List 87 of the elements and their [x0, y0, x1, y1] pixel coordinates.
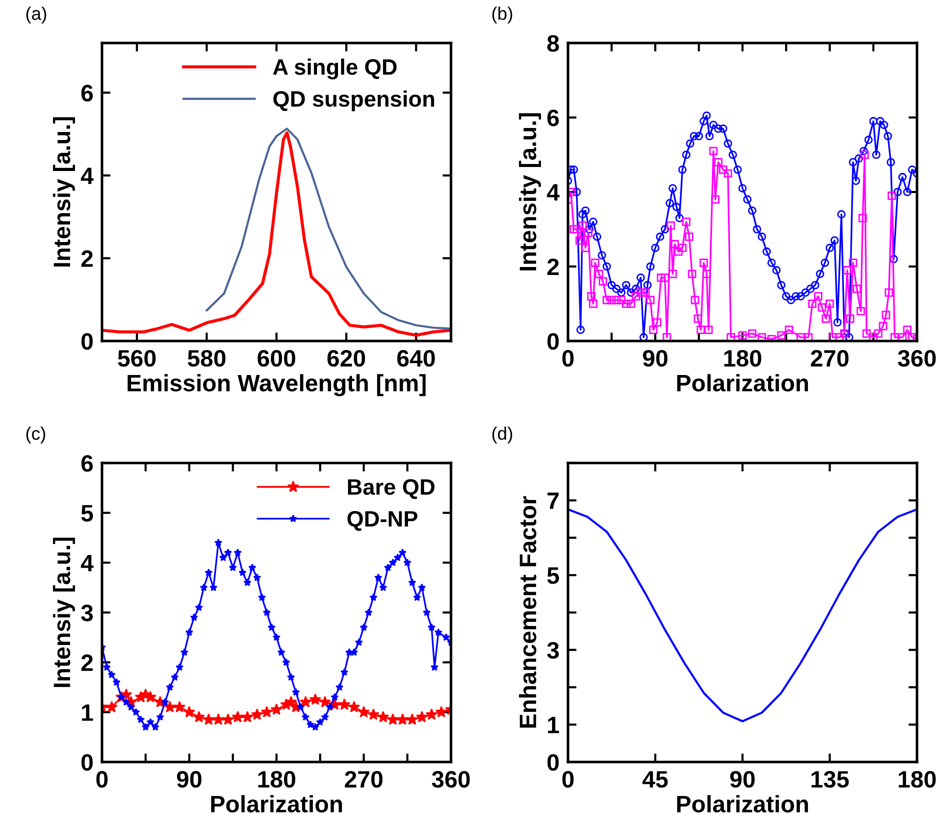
x-tick-label: 180 — [258, 770, 296, 788]
chart-title: (a) — [26, 6, 46, 24]
legend-label: Bare QD — [348, 479, 435, 500]
y-tick-label: 5 — [547, 567, 560, 584]
point — [309, 693, 322, 705]
y-tick-label: 8 — [547, 35, 559, 52]
legend-label: A single QD — [273, 58, 397, 80]
point — [367, 708, 380, 720]
x-tick-label: 180 — [724, 350, 762, 367]
x-tick-label: 640 — [397, 350, 435, 367]
x-tick-label: 580 — [188, 350, 226, 367]
point — [222, 713, 234, 725]
y-tick-label: 0 — [547, 333, 559, 350]
x-tick-label: 560 — [118, 350, 156, 367]
point — [192, 710, 205, 722]
point — [251, 708, 264, 720]
y-axis-title: Intensiy [a.u.] — [52, 538, 75, 688]
x-tick-label: 135 — [812, 770, 849, 788]
chart-title: (c) — [26, 426, 46, 444]
x-tick-label: 180 — [898, 770, 936, 788]
chart-title: (b) — [492, 6, 512, 24]
y-tick-label: 0 — [81, 333, 93, 350]
point — [377, 710, 390, 722]
point — [174, 700, 186, 712]
point — [406, 713, 418, 725]
line-series — [206, 128, 451, 330]
x-tick-label: 45 — [642, 771, 668, 788]
y-tick-label: 7 — [548, 492, 559, 509]
legend-label: QD suspension — [273, 90, 434, 112]
line-series — [568, 508, 917, 722]
y-tick-label: 5 — [81, 505, 94, 522]
y-axis-title: Intensity [a.u.] — [518, 113, 541, 270]
y-tick-label: 1 — [82, 704, 94, 721]
point — [241, 710, 254, 722]
point — [435, 706, 448, 718]
y-axis-title: Enhancement Factor — [518, 496, 536, 728]
line-series — [102, 131, 451, 337]
x-axis-title: Polarization — [677, 795, 808, 812]
x-tick-label: 90 — [730, 770, 755, 788]
point — [386, 713, 399, 725]
point — [260, 706, 273, 718]
y-tick-label: 2 — [547, 258, 559, 276]
point — [164, 700, 176, 712]
x-tick-label: 270 — [344, 770, 382, 788]
point — [358, 706, 370, 718]
legend-label: QD-NP — [347, 510, 418, 531]
point — [426, 708, 438, 720]
x-tick-label: 600 — [258, 350, 296, 367]
x-tick-label: 360 — [898, 350, 936, 367]
x-axis-title: Polarization — [211, 795, 342, 812]
x-axis-title: Emission Wavelength [nm] — [128, 374, 426, 396]
y-tick-label: 6 — [547, 110, 559, 126]
y-tick-label: 2 — [81, 654, 93, 671]
y-tick-label: 4 — [546, 184, 560, 201]
y-tick-label: 6 — [81, 455, 93, 472]
y-tick-label: 6 — [81, 84, 93, 102]
x-axis-title: Polarization — [677, 374, 808, 392]
y-tick-label: 0 — [547, 754, 559, 771]
point — [416, 710, 428, 722]
point — [202, 713, 215, 725]
point — [212, 713, 224, 725]
point — [338, 698, 350, 710]
y-tick-label: 2 — [81, 250, 93, 267]
x-tick-label: 0 — [96, 770, 108, 788]
x-tick-label: 90 — [176, 770, 202, 788]
y-tick-label: 4 — [80, 168, 94, 184]
x-tick-label: 0 — [562, 770, 574, 788]
x-tick-label: 0 — [562, 350, 574, 367]
point — [270, 703, 282, 715]
point — [348, 700, 360, 712]
y-tick-label: 3 — [81, 604, 93, 622]
point — [300, 696, 312, 708]
x-tick-label: 90 — [642, 350, 668, 367]
point — [106, 700, 118, 712]
y-tick-label: 0 — [81, 754, 93, 771]
y-tick-label: 4 — [80, 554, 94, 572]
y-axis-title: Intensiy [a.u.] — [52, 117, 75, 267]
point — [318, 696, 331, 708]
x-tick-label: 620 — [327, 350, 366, 367]
point — [396, 713, 409, 725]
point — [232, 710, 244, 722]
chart-title: (d) — [492, 426, 512, 444]
x-tick-label: 360 — [432, 770, 470, 788]
x-tick-label: 270 — [810, 350, 848, 367]
y-tick-label: 3 — [547, 642, 559, 659]
y-tick-label: 1 — [548, 716, 560, 734]
point — [183, 706, 196, 718]
